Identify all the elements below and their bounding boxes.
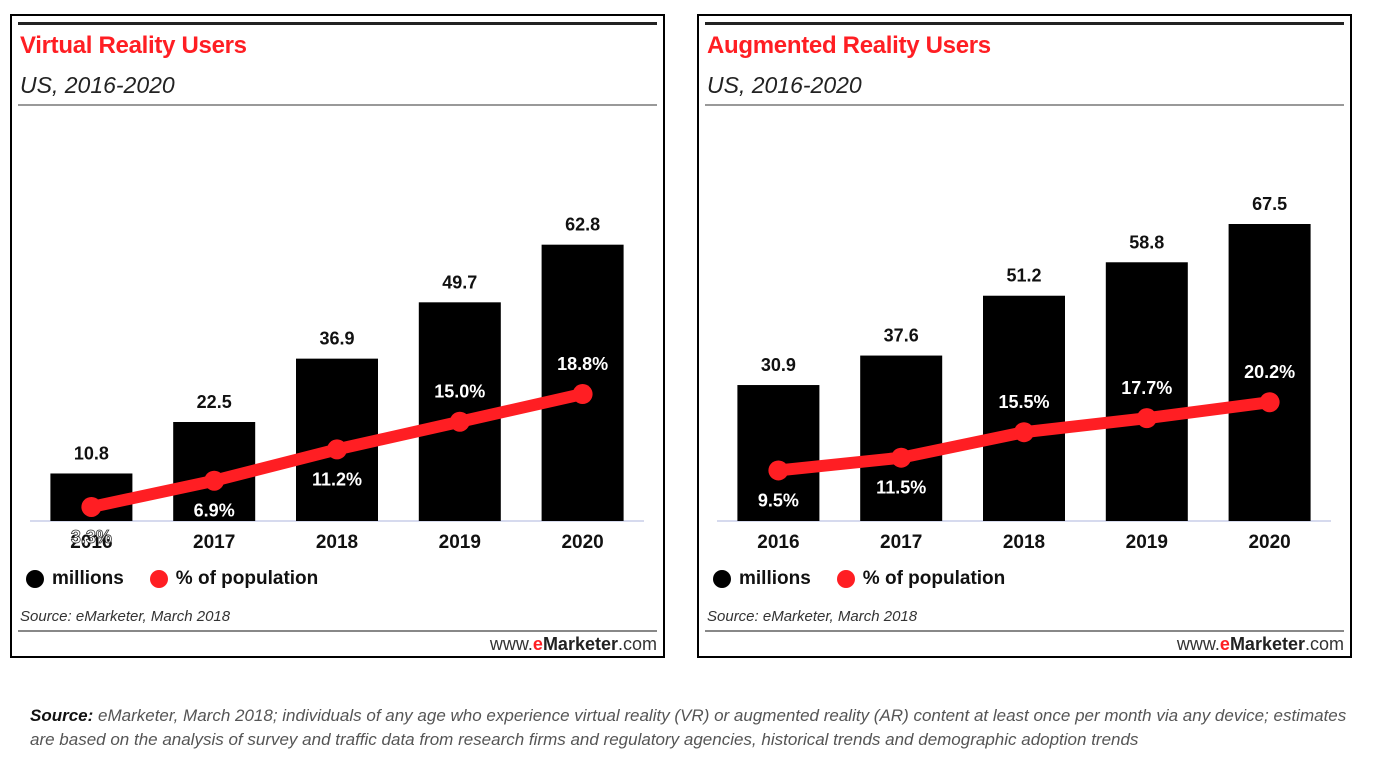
subtitle-rule bbox=[705, 104, 1344, 106]
bar-2016 bbox=[737, 385, 820, 521]
percent-point-2017 bbox=[891, 447, 912, 468]
ar-plot: 30.9 2016 37.6 2017 51.2 2018 58.8 2019 67.5 2020… bbox=[717, 194, 1331, 553]
bar-value-label-2020: 62.8 bbox=[565, 215, 600, 235]
x-tick-label-2020: 2020 bbox=[561, 532, 603, 553]
chart-subtitle: US, 2016-2020 bbox=[20, 72, 175, 98]
x-tick-label-2016: 2016 bbox=[757, 532, 799, 553]
percent-point-2019 bbox=[1136, 408, 1157, 429]
legend-millions-icon bbox=[26, 570, 44, 588]
bar-value-label-2018: 51.2 bbox=[1006, 266, 1041, 286]
bar-value-label-2018: 36.9 bbox=[319, 329, 354, 349]
brand-e: e bbox=[532, 634, 543, 654]
bar-2020 bbox=[1228, 224, 1311, 521]
bar-value-label-2016: 10.8 bbox=[74, 443, 109, 463]
footnote-label: Source: bbox=[30, 706, 94, 725]
x-tick-label-2018: 2018 bbox=[316, 532, 358, 553]
percent-label-2020: 20.2% bbox=[1244, 362, 1295, 382]
brand-name: Marketer bbox=[1229, 634, 1305, 654]
percent-label-2016: 3.3% bbox=[71, 527, 112, 547]
bar-value-label-2019: 49.7 bbox=[442, 272, 477, 292]
percent-label-2017: 6.9% bbox=[194, 501, 235, 521]
x-tick-label-2017: 2017 bbox=[193, 532, 235, 553]
brand-logo: www.eMarketer.com bbox=[1177, 634, 1344, 655]
bar-value-label-2020: 67.5 bbox=[1252, 194, 1287, 214]
legend-percent-icon bbox=[149, 570, 168, 588]
brand-logo: www.eMarketer.com bbox=[490, 634, 657, 655]
subtitle-rule bbox=[18, 104, 657, 106]
x-tick-label-2019: 2019 bbox=[1126, 532, 1168, 553]
bar-value-label-2017: 37.6 bbox=[884, 326, 919, 346]
x-tick-label-2017: 2017 bbox=[880, 532, 922, 553]
percent-point-2016 bbox=[81, 496, 102, 517]
brand-name: Marketer bbox=[542, 634, 618, 654]
bar-value-label-2019: 58.8 bbox=[1129, 232, 1164, 252]
bar-2018 bbox=[983, 295, 1065, 521]
chart-title: Virtual Reality Users bbox=[20, 32, 247, 59]
brand-suffix: .com bbox=[617, 634, 657, 654]
top-rule bbox=[705, 22, 1344, 25]
percent-label-2017: 11.5% bbox=[876, 478, 926, 498]
legend-percent-label: % of population bbox=[175, 568, 319, 589]
vr-chart-panel: Virtual Reality Users US, 2016-2020 10.8… bbox=[10, 14, 665, 658]
footnote: Source: eMarketer, March 2018; individua… bbox=[30, 704, 1350, 752]
legend-millions-label: millions bbox=[739, 568, 811, 589]
legend-percent-icon bbox=[836, 570, 855, 588]
percent-point-2018 bbox=[327, 439, 347, 460]
chart-source: Source: eMarketer, March 2018 bbox=[20, 608, 231, 625]
brand-suffix: .com bbox=[1304, 634, 1344, 654]
x-tick-label-2020: 2020 bbox=[1248, 532, 1290, 553]
legend-millions-label: millions bbox=[52, 568, 124, 589]
brand-e: e bbox=[1219, 634, 1230, 654]
percent-point-2020 bbox=[1259, 392, 1280, 413]
brand-prefix: www. bbox=[1176, 634, 1220, 654]
legend: millions % of population bbox=[26, 568, 318, 590]
percent-label-2018: 15.5% bbox=[998, 392, 1049, 412]
percent-label-2018: 11.2% bbox=[312, 469, 362, 489]
footnote-text: eMarketer, March 2018; individuals of an… bbox=[30, 706, 1347, 749]
percent-point-2020 bbox=[572, 384, 593, 405]
x-tick-label-2018: 2018 bbox=[1003, 532, 1045, 553]
x-tick-label-2019: 2019 bbox=[439, 532, 481, 553]
percent-point-2016 bbox=[768, 460, 789, 481]
percent-point-2017 bbox=[204, 470, 225, 491]
percent-point-2018 bbox=[1014, 422, 1034, 443]
legend-percent-label: % of population bbox=[862, 568, 1006, 589]
source-rule bbox=[705, 630, 1344, 632]
bar-2017 bbox=[860, 355, 943, 521]
bar-2020 bbox=[541, 244, 624, 521]
bar-value-label-2017: 22.5 bbox=[197, 392, 232, 412]
percent-label-2016: 9.5% bbox=[758, 490, 799, 510]
legend: millions % of population bbox=[713, 568, 1005, 590]
source-rule bbox=[18, 630, 657, 632]
percent-label-2020: 18.8% bbox=[557, 354, 608, 374]
chart-subtitle: US, 2016-2020 bbox=[707, 72, 862, 98]
percent-label-2019: 17.7% bbox=[1121, 378, 1172, 398]
percent-point-2019 bbox=[449, 411, 470, 432]
legend-millions-icon bbox=[713, 570, 731, 588]
ar-chart-panel: Augmented Reality Users US, 2016-2020 30… bbox=[697, 14, 1352, 658]
chart-source: Source: eMarketer, March 2018 bbox=[707, 608, 918, 625]
bar-value-label-2016: 30.9 bbox=[761, 355, 796, 375]
chart-title: Augmented Reality Users bbox=[707, 32, 991, 59]
bar-2019 bbox=[1105, 262, 1188, 521]
x-tick-label-2016: 2016 bbox=[70, 532, 112, 553]
percent-label-2019: 15.0% bbox=[434, 382, 485, 402]
top-rule bbox=[18, 22, 657, 25]
vr-plot: 10.8 2016 22.5 2017 36.9 2018 49.7 2019 62.8 2020… bbox=[30, 215, 644, 553]
brand-prefix: www. bbox=[489, 634, 533, 654]
